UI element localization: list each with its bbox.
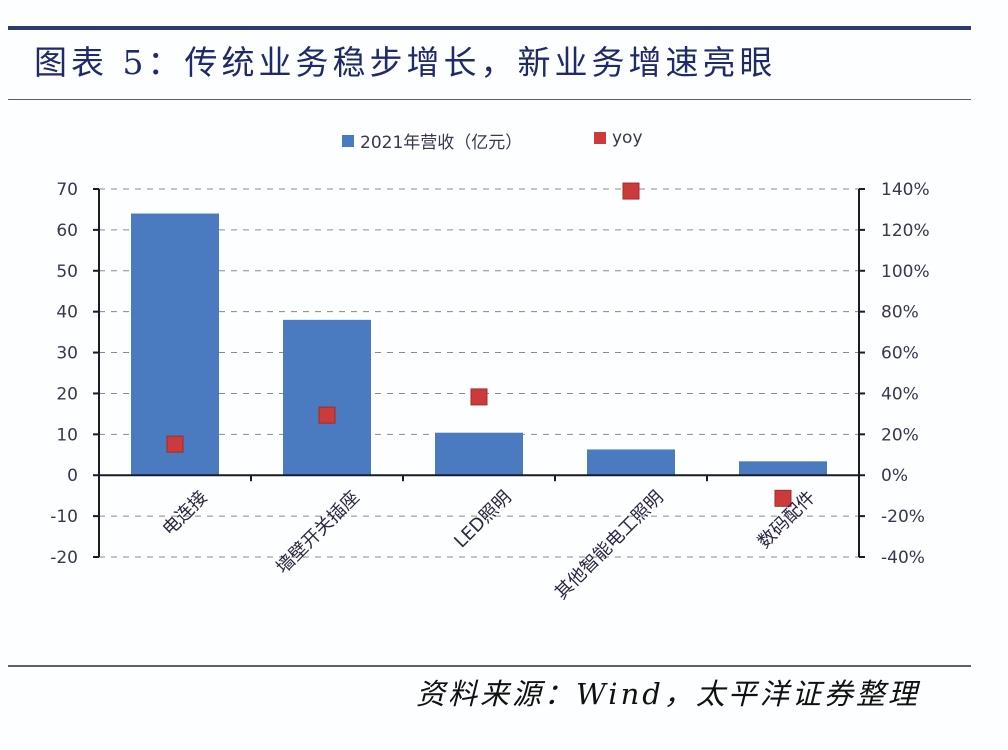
y-axis-tick-label: 70: [56, 180, 78, 200]
x-axis-category-label: LED照明: [450, 487, 515, 552]
chart-legend: 2021年营收（亿元） yoy: [0, 128, 1008, 153]
y2-axis-tick-label: 120%: [881, 221, 930, 241]
x-axis-category-label: 墙壁开关插座: [272, 487, 363, 578]
footer-divider: [8, 665, 971, 667]
y-axis-tick-label: 10: [56, 425, 78, 445]
header-divider: [8, 99, 971, 100]
y2-axis-tick-label: -40%: [881, 548, 925, 568]
chart-plot: 70 60 50 40 30 20 10 0 -10 -20 140% 120% 100% 80% 60% 4…: [50, 180, 930, 604]
source-note: 资料来源：Wind，太平洋证券整理: [416, 677, 920, 711]
y2-axis-tick-label: 140%: [881, 180, 930, 200]
y2-axis-tick-label: 20%: [881, 425, 919, 445]
y-axis-tick-label: 40: [56, 303, 78, 323]
header-top-rule: [8, 26, 971, 30]
yoy-marker: [622, 182, 640, 200]
y-axis-tick-label: 50: [56, 262, 78, 282]
legend-label-revenue: 2021年营收（亿元）: [360, 133, 523, 153]
yoy-marker: [470, 388, 488, 406]
legend-swatch-bar-icon: [342, 134, 354, 147]
y2-axis-tick-label: 100%: [881, 262, 930, 282]
yoy-marker: [166, 435, 184, 453]
chart-title: 图表 5：传统业务稳步增长，新业务增速亮眼: [34, 43, 777, 82]
y-axis-tick-label: 60: [56, 221, 78, 241]
y-axis-tick-label: 20: [56, 384, 78, 404]
x-axis-category-label: 其他智能电工照明: [551, 487, 668, 604]
legend-item-yoy: yoy: [594, 128, 643, 148]
y-axis-tick-label: 30: [56, 344, 78, 364]
x-axis-category-label: 电连接: [159, 487, 212, 540]
y2-axis-tick-label: 60%: [881, 344, 919, 364]
yoy-marker: [318, 406, 336, 424]
y-axis-tick-label: -20: [50, 548, 78, 568]
legend-item-revenue: 2021年营收（亿元）: [342, 128, 522, 153]
revenue-bar: [435, 432, 523, 476]
yoy-marker: [774, 489, 792, 507]
y2-axis-tick-label: -20%: [881, 507, 925, 527]
revenue-bar: [739, 461, 827, 476]
y2-axis-tick-label: 0%: [881, 466, 908, 486]
legend-swatch-marker-icon: [594, 132, 606, 144]
revenue-bar: [283, 319, 371, 476]
y2-axis-tick-label: 80%: [881, 303, 919, 323]
revenue-bar: [131, 213, 219, 476]
y-axis-tick-label: 0: [67, 466, 78, 486]
revenue-bar: [587, 449, 675, 476]
y2-axis-tick-label: 40%: [881, 384, 919, 404]
legend-label-yoy: yoy: [612, 128, 643, 148]
y-axis-tick-label: -10: [50, 507, 78, 527]
